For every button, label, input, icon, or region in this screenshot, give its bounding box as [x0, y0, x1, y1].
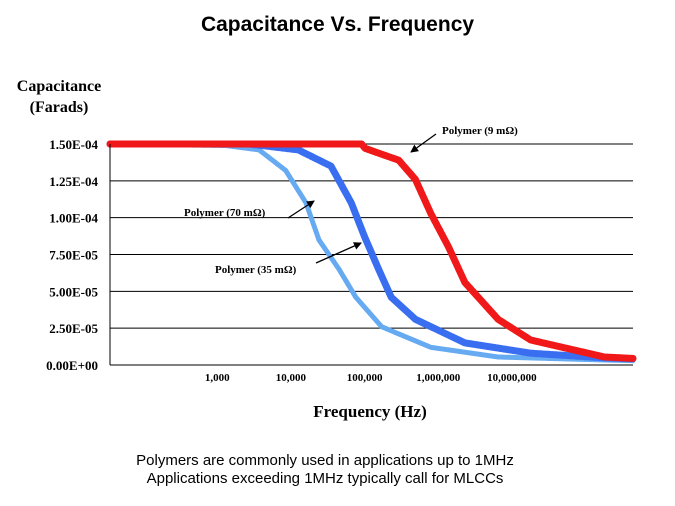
annotation-arrow-35mohm: [315, 242, 362, 264]
y-tick-label: 7.50E-05: [49, 248, 98, 263]
x-tick-label: 1,000,000: [416, 372, 461, 384]
note-line-2: Applications exceeding 1MHz typically ca…: [146, 470, 504, 487]
annotation-70mohm: Polymer (70 mΩ): [184, 207, 266, 219]
x-tick-label: 10,000: [276, 372, 307, 384]
y-tick-label: 1.00E-04: [49, 211, 98, 226]
chart-title: Capacitance Vs. Frequency: [200, 13, 475, 36]
y-tick-label: 5.00E-05: [49, 284, 98, 299]
y-axis-label: Capacitance (Farads): [0, 76, 118, 118]
note-line-1: Polymers are commonly used in applicatio…: [136, 452, 514, 469]
chart-plot: 1.50E-04 1.25E-04 1.00E-04 7.50E-05 5.00E-05…: [46, 125, 637, 384]
annotation-35mohm: Polymer (35 mΩ): [215, 264, 297, 276]
series-line-0: [107, 141, 636, 364]
y-tick-label: 1.25E-04: [49, 174, 98, 189]
y-axis-label-line1: Capacitance: [16, 78, 102, 95]
y-tick-label: 0.00E+00: [46, 358, 98, 373]
x-tick-label: 10,000,000: [487, 372, 537, 384]
y-tick-label: 2.50E-05: [49, 321, 98, 336]
x-axis-label: Frequency (Hz): [313, 402, 427, 421]
annotation-arrow-9mohm: [410, 133, 437, 153]
annotation-arrow-70mohm: [287, 200, 315, 219]
series-line-1: [106, 140, 637, 363]
series-line-2: [106, 140, 637, 362]
x-tick-label: 100,000: [347, 372, 383, 384]
y-tick-label: 1.50E-04: [49, 137, 98, 152]
annotation-9mohm: Polymer (9 mΩ): [442, 125, 518, 137]
y-axis-label-line2: (Farads): [29, 99, 89, 116]
x-tick-label: 1,000: [205, 372, 230, 384]
